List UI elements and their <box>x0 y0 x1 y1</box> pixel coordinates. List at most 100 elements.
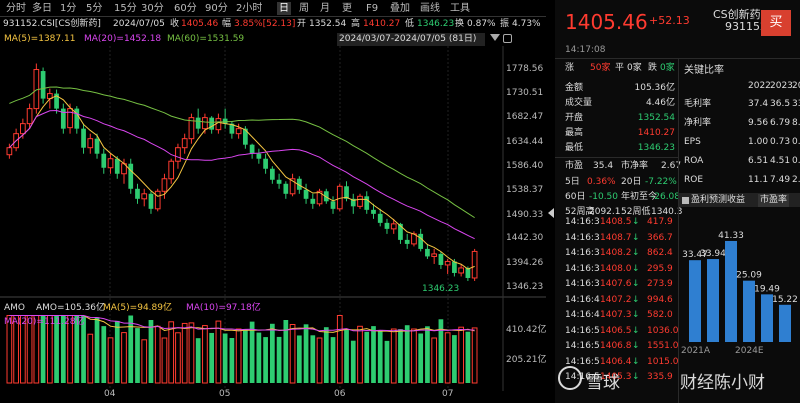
forecast-icon <box>682 197 689 204</box>
toolbar-item-13[interactable]: F9 <box>366 3 379 14</box>
toolbar-item-1[interactable]: 多日 <box>32 3 52 14</box>
volume-bar <box>135 328 140 383</box>
stat-value: 1346.23 <box>637 143 675 153</box>
quote-time: 14:17:08 <box>565 45 606 55</box>
volume-bar <box>371 326 376 383</box>
candle-body <box>60 108 66 129</box>
forecast-bar-label: 19.49 <box>754 284 780 294</box>
toolbar-item-12[interactable]: 更 <box>342 3 352 14</box>
volume-bar <box>296 335 302 383</box>
candle-body <box>67 108 73 129</box>
toolbar-item-6[interactable]: 60分 <box>174 3 197 14</box>
toolbar-item-14[interactable]: 叠加 <box>390 3 410 14</box>
collapse-left-icon[interactable] <box>548 208 554 218</box>
volume-bar <box>418 333 424 383</box>
change-label: 幅 <box>222 19 232 29</box>
candle-body <box>235 128 242 135</box>
settings-icon[interactable] <box>503 34 512 43</box>
stat-label: 最低 <box>565 143 584 153</box>
candle-body <box>141 193 148 200</box>
candle-body <box>384 222 390 229</box>
stat-value: 4.46亿 <box>645 98 675 108</box>
tick-volume: 862.4 <box>647 248 673 258</box>
ratio-value: 9.56 <box>748 118 769 128</box>
toolbar-item-0[interactable]: 分时 <box>6 3 26 14</box>
down-arrow-icon: ↓ <box>632 279 640 289</box>
forecast-bar <box>779 304 791 342</box>
volume-bar <box>404 325 410 383</box>
volume-bar <box>452 335 457 383</box>
volume-bar <box>87 333 94 384</box>
tick-volume: 295.9 <box>647 263 673 274</box>
toolbar-item-4[interactable]: 15分 <box>114 3 137 14</box>
volume-bar <box>148 320 154 383</box>
pb-value: 2.67 <box>661 161 682 171</box>
volume-bar <box>168 321 175 384</box>
volume-bar <box>263 337 268 383</box>
forecast-bar-label: 25.09 <box>736 271 762 281</box>
index-code-name: 931152.CSI[CS创新药] <box>3 19 101 29</box>
volume-bar <box>269 323 275 383</box>
tick-time: 14:16:4 <box>565 294 600 305</box>
volume-bar <box>336 315 343 384</box>
toolbar-item-3[interactable]: 5分 <box>86 3 103 14</box>
volume-bar <box>222 333 228 383</box>
volume-bar <box>398 329 403 383</box>
toolbar-item-5[interactable]: 30分 <box>141 3 164 14</box>
low-label: 低 <box>405 19 415 29</box>
tick-time: 14:16:3 <box>565 217 600 227</box>
candle-body <box>283 183 289 194</box>
tick-price: 1408.5 <box>600 217 632 227</box>
toolbar-item-8[interactable]: 2小时 <box>236 3 263 14</box>
y-tick: 1634.44 <box>506 137 544 147</box>
dropdown-arrow-icon[interactable] <box>490 34 500 41</box>
forecast-tab[interactable]: 盈利预测收益 <box>691 195 746 205</box>
date-range-selector[interactable]: 2024/03/07-2024/07/05 (81日) <box>337 33 485 46</box>
candle-body <box>154 190 161 210</box>
buy-button[interactable]: 买 <box>761 10 791 36</box>
ma60-legend: MA(60)=1531.59 <box>167 34 245 44</box>
d20-value: -7.22% <box>645 177 677 187</box>
candle-body <box>263 158 268 169</box>
watermark-brand: 雪球 <box>586 373 620 393</box>
volume-bar <box>215 320 222 384</box>
toolbar-item-15[interactable]: 画线 <box>420 3 440 14</box>
tick-time: 14:16:5 <box>565 325 600 336</box>
candle-body <box>161 178 168 192</box>
candle-body <box>303 189 309 199</box>
pe-tab[interactable]: 市盈率 <box>758 194 790 207</box>
ratio-value: 37.4 <box>748 99 769 109</box>
candle-body <box>107 158 114 169</box>
kline-chart[interactable] <box>0 46 546 391</box>
candle-body <box>398 223 403 240</box>
candle-body <box>26 108 33 125</box>
candle-body <box>222 118 228 124</box>
tick-price: 1406.4 <box>600 356 632 367</box>
toolbar-item-10[interactable]: 周 <box>299 3 309 14</box>
toolbar-item-9[interactable]: 日 <box>277 2 291 15</box>
toolbar-item-2[interactable]: 1分 <box>60 3 77 14</box>
toolbar-item-11[interactable]: 月 <box>320 3 330 14</box>
down-arrow-icon: ↓ <box>632 310 640 320</box>
d20-label: 20日 <box>621 177 642 187</box>
pe-value: 35.4 <box>593 161 614 171</box>
ytd-label: 年初至今 <box>621 192 658 202</box>
ratio-value: 7.49 <box>770 175 791 185</box>
volume-bar <box>181 322 188 384</box>
volume-bar <box>323 327 329 383</box>
toolbar-item-7[interactable]: 90分 <box>205 3 228 14</box>
d5-label: 5日 <box>565 177 580 187</box>
volume-bar <box>60 315 66 383</box>
toolbar-item-16[interactable]: 工具 <box>450 3 470 14</box>
volume-bar <box>330 337 336 383</box>
candle-body <box>323 191 329 202</box>
candle-body <box>243 128 248 145</box>
down-arrow-icon: ↓ <box>632 232 640 243</box>
high-value: 1410.27 <box>363 19 401 29</box>
down-arrow-icon: ↓ <box>632 248 640 258</box>
change-value: 3.85%[52.13] <box>234 19 296 29</box>
candle-body <box>344 186 349 199</box>
amplitude-label: 振 <box>500 19 510 29</box>
volume-bar <box>384 340 390 383</box>
